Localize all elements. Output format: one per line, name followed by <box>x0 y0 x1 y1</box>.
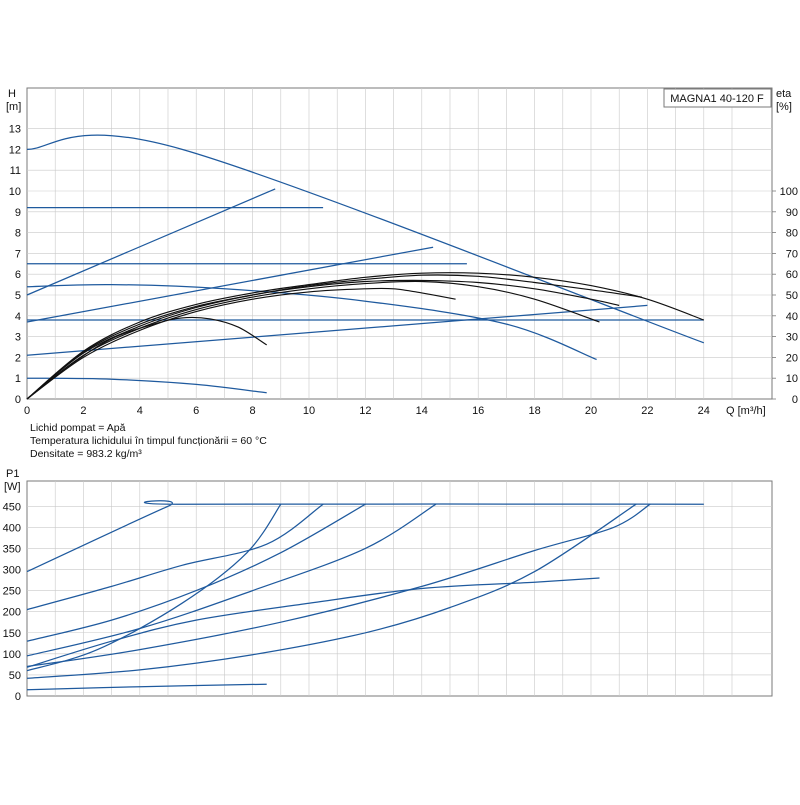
eta-y-tick: 70 <box>786 248 798 260</box>
head-grid <box>27 88 772 399</box>
head-x-tick: 20 <box>585 405 597 417</box>
head-y-tick: 13 <box>9 124 21 136</box>
eta-y-unit: [%] <box>776 101 792 113</box>
note-temperature: Temperatura lichidului în timpul funcțio… <box>30 435 267 447</box>
power-curve <box>26 503 437 657</box>
eta-y-tick: 40 <box>786 311 798 323</box>
power-curve <box>26 503 282 672</box>
head-curve-head <box>26 134 705 344</box>
power-curve <box>26 683 267 691</box>
head-curve-efficiency <box>26 280 600 400</box>
head-y-tick: 9 <box>15 207 21 219</box>
head-y-tick: 11 <box>10 165 21 177</box>
head-plot-frame <box>26 87 773 400</box>
head-x-tick: 22 <box>641 405 653 417</box>
eta-y-tick: 0 <box>792 394 798 406</box>
head-x-tick: 18 <box>528 405 540 417</box>
power-y-tick: 0 <box>15 691 21 703</box>
head-curve-system <box>26 188 276 296</box>
power-curve <box>26 503 637 679</box>
power-y-tick: 400 <box>3 522 21 534</box>
head-curve-efficiency <box>26 274 642 400</box>
head-y-label: H <box>8 88 16 100</box>
head-y-tick: 2 <box>15 352 21 364</box>
power-curve <box>26 503 324 611</box>
head-curve-system <box>26 304 648 356</box>
note-liquid: Lichid pompat = Apă <box>30 422 126 434</box>
eta-y-tick: 80 <box>786 228 798 240</box>
power-y-tick: 350 <box>3 543 21 555</box>
head-y-tick: 8 <box>15 228 21 240</box>
power-y-tick: 250 <box>3 586 21 598</box>
head-x-tick: 4 <box>137 405 143 417</box>
head-curve-efficiency <box>26 316 268 400</box>
power-y-tick: 450 <box>3 501 21 513</box>
eta-y-label: eta <box>776 88 792 100</box>
eta-y-tick: 30 <box>786 332 798 344</box>
head-x-tick: 12 <box>359 405 371 417</box>
power-y-tick: 150 <box>3 628 21 640</box>
power-y-tick: 50 <box>9 670 21 682</box>
head-x-tick: 6 <box>193 405 199 417</box>
head-curve-efficiency <box>26 287 456 400</box>
chart-title: MAGNA1 40-120 F <box>670 93 764 105</box>
head-y-tick: 3 <box>15 332 21 344</box>
head-x-label: Q [m³/h] <box>726 405 766 417</box>
title-box <box>663 88 772 108</box>
head-curve-efficiency <box>26 272 705 400</box>
head-curves <box>26 134 705 400</box>
power-curve <box>26 577 600 668</box>
eta-y-tick: 90 <box>786 207 798 219</box>
power-y-tick: 200 <box>3 607 21 619</box>
power-y-label: P1 <box>6 468 19 480</box>
power-y-tick: 100 <box>3 649 21 661</box>
head-x-tick: 2 <box>80 405 86 417</box>
eta-y-tick: 10 <box>786 373 798 385</box>
head-x-tick: 0 <box>24 405 30 417</box>
eta-y-tick: 60 <box>786 269 798 281</box>
head-curve-system <box>26 246 434 323</box>
head-x-tick: 10 <box>303 405 315 417</box>
head-y-tick: 4 <box>15 311 21 323</box>
head-y-unit: [m] <box>6 101 21 113</box>
power-plot-frame <box>26 480 773 697</box>
power-y-tick: 300 <box>3 565 21 577</box>
power-y-unit: [W] <box>4 481 21 493</box>
power-curve <box>26 503 366 642</box>
head-y-tick: 12 <box>9 144 21 156</box>
head-x-tick: 24 <box>698 405 710 417</box>
head-y-tick: 0 <box>15 394 21 406</box>
eta-y-tick: 20 <box>786 352 798 364</box>
head-x-tick: 16 <box>472 405 484 417</box>
head-y-tick: 5 <box>15 290 21 302</box>
power-curves <box>26 500 704 691</box>
head-y-tick: 6 <box>15 269 21 281</box>
power-grid <box>27 481 772 696</box>
head-x-tick: 8 <box>250 405 256 417</box>
eta-y-tick: 100 <box>780 186 798 198</box>
note-density: Densitate = 983.2 kg/m³ <box>30 448 142 460</box>
head-y-tick: 7 <box>15 248 21 260</box>
power-curve <box>26 503 651 668</box>
head-curve-head <box>26 377 267 394</box>
head-y-tick: 1 <box>15 373 21 385</box>
eta-y-tick: 50 <box>786 290 798 302</box>
head-curve-head <box>26 283 597 361</box>
power-curve <box>26 500 704 573</box>
head-x-tick: 14 <box>416 405 428 417</box>
head-y-tick: 10 <box>9 186 21 198</box>
head-curve-efficiency <box>26 279 620 400</box>
power-tick-labels: 0 50 100 150 200 250 300 350 400 450 <box>3 501 21 703</box>
